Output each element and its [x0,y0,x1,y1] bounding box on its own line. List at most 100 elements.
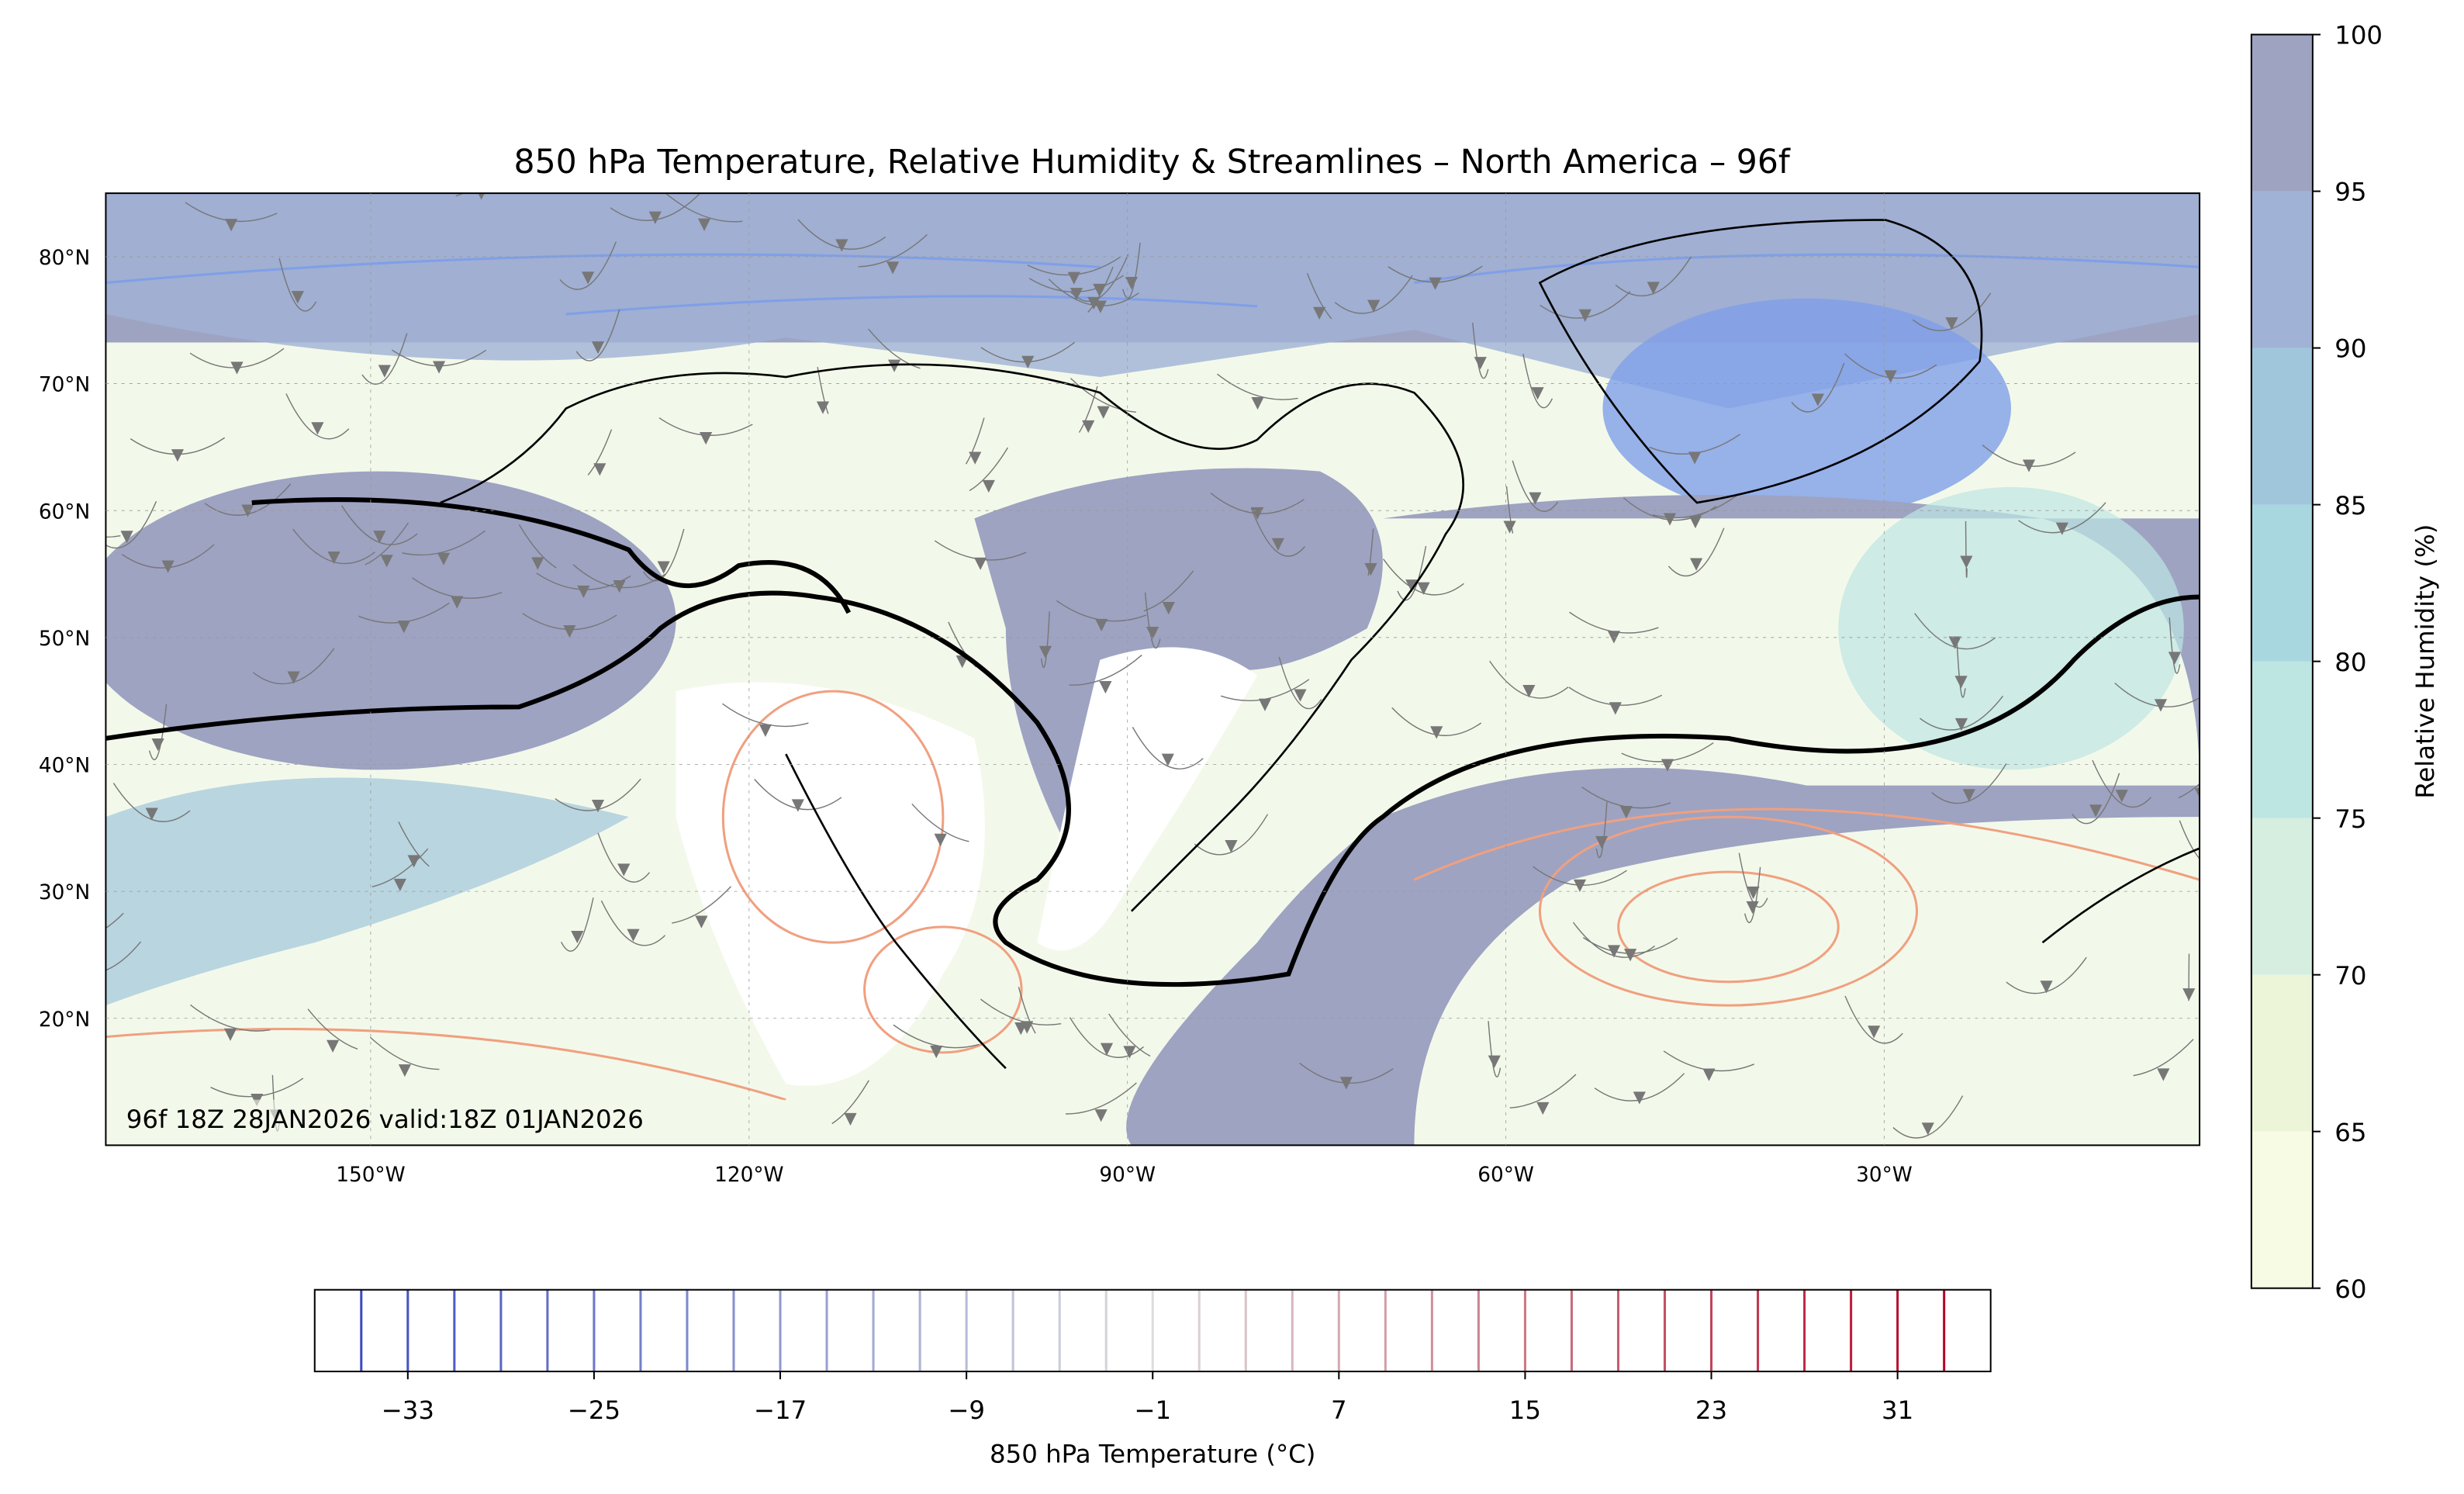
stream-arrow [398,1064,412,1077]
stream-arrow [695,915,708,929]
streamline [575,309,620,361]
streamline [398,821,430,867]
stream-arrow [1099,680,1112,694]
stream-arrow [393,878,406,892]
stream-arrow [571,930,584,944]
temp-tick-label: −25 [568,1395,620,1425]
stream-arrow [92,963,105,975]
stream-arrow [223,1028,237,1041]
stream-arrow [697,218,711,231]
rh-color-band [2251,191,2313,348]
stream-arrow [224,219,238,232]
stream-arrow [1162,602,1175,615]
stream-arrow [2182,988,2196,1001]
streamline [105,941,142,971]
stream-arrow [1607,945,1621,958]
streamline [1250,507,1306,557]
rh-color-band [2251,504,2313,662]
stream-arrow [1688,451,1702,465]
rh-color-band [2251,974,2313,1132]
streamline [1065,1082,1137,1115]
rh-tick-label: 95 [2334,178,2366,207]
stream-arrow [451,596,464,609]
streamline [1040,611,1050,669]
stream-arrow [230,361,244,375]
stream-arrow [1663,513,1677,526]
stream-arrow [1271,538,1284,551]
stream-arrow [1123,1046,1136,1059]
map-frame [105,192,2201,1146]
stream-arrow [161,560,175,573]
stream-arrow [887,359,901,372]
stream-arrow [2154,699,2168,712]
stream-arrow [930,1046,943,1059]
y-tick-label: 70°N [39,374,90,397]
streamline [190,1004,271,1032]
rh-color-band [2251,661,2313,818]
streamline [1965,520,1968,578]
stream-arrow [54,674,67,686]
x-tick-label: 90°W [1099,1164,1156,1187]
streamline [1472,322,1489,379]
stream-arrow [969,451,982,465]
stream-arrow [1884,370,1897,383]
rh-tick-label: 70 [2334,961,2366,991]
stream-arrow [1225,840,1238,853]
temp-tick-label: −9 [948,1395,985,1425]
stream-arrow [1161,753,1174,766]
stream-arrow [326,1039,340,1053]
stream-arrow [2022,459,2036,472]
streamline [722,703,809,728]
streamline [642,528,685,582]
streamline [980,998,1062,1025]
stream-arrow [1921,1122,1934,1136]
rh-tick-label: 85 [2334,491,2366,520]
streamline [1069,654,1142,686]
rh-tick-label: 100 [2334,21,2383,50]
stream-arrow [1339,1077,1353,1090]
streamline [831,1080,869,1125]
streamline [965,417,985,465]
streamline [278,258,317,312]
streamline [1144,592,1161,649]
stream-arrow [437,552,451,565]
streamline [587,429,613,476]
streamline [1070,378,1136,413]
annotation: 96f 18Z 28JAN2026 valid:18Z 01JAN2026 [126,1105,644,1134]
stream-arrow [1619,805,1633,819]
rh-color-band [2251,34,2313,192]
streamline [2169,617,2181,674]
stream-arrow [1954,676,1968,689]
y-tick-label: 30°N [39,881,90,904]
stream-arrow [1747,886,1760,900]
rh-color-band [2251,348,2313,505]
streamline [105,534,121,538]
rh-tick-label: 90 [2334,334,2366,364]
temp-tick-label: 23 [1695,1395,1727,1425]
stream-arrow [816,401,830,414]
title: 850 hPa Temperature, Relative Humidity &… [514,144,1791,182]
rh-tick-label: 65 [2334,1118,2366,1147]
streamline [1397,545,1427,601]
stream-arrow [1038,645,1052,659]
streamline [2133,1039,2194,1077]
streamline [868,328,921,369]
stream-arrow [432,361,446,374]
stream-arrow [1503,520,1516,534]
stream-arrow [1094,300,1108,313]
stream-arrow [120,531,133,544]
temp-tick-label: 15 [1509,1395,1541,1425]
stream-arrow [531,557,544,570]
stream-arrow [759,724,772,737]
stream-arrow [2168,652,2181,665]
y-tick-label: 60°N [39,500,90,524]
stream-arrow [1607,631,1621,644]
streamline [105,912,124,929]
stream-arrow [1367,299,1381,313]
streamline [2092,759,2152,808]
stream-arrow [591,341,605,354]
stream-arrow [74,534,86,547]
streamline [1488,1021,1502,1077]
stream-arrow [1702,1068,1716,1081]
stream-arrow [1522,685,1536,698]
